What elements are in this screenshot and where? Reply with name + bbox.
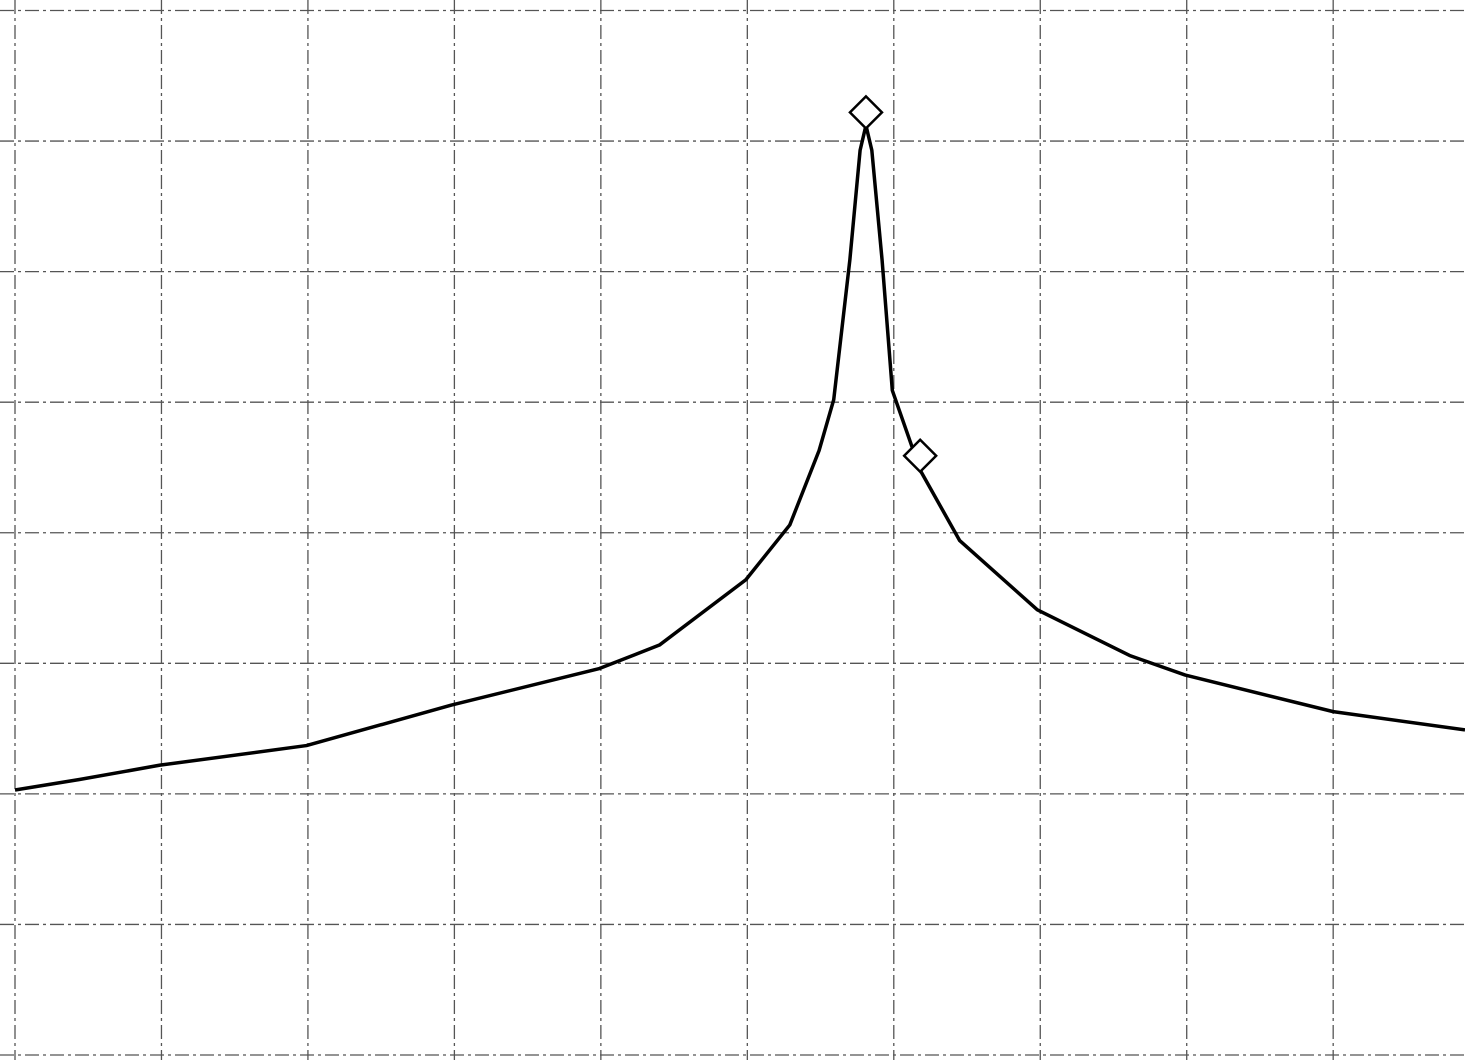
trace xyxy=(14,123,1465,792)
marker xyxy=(902,437,938,474)
marker xyxy=(848,94,884,131)
